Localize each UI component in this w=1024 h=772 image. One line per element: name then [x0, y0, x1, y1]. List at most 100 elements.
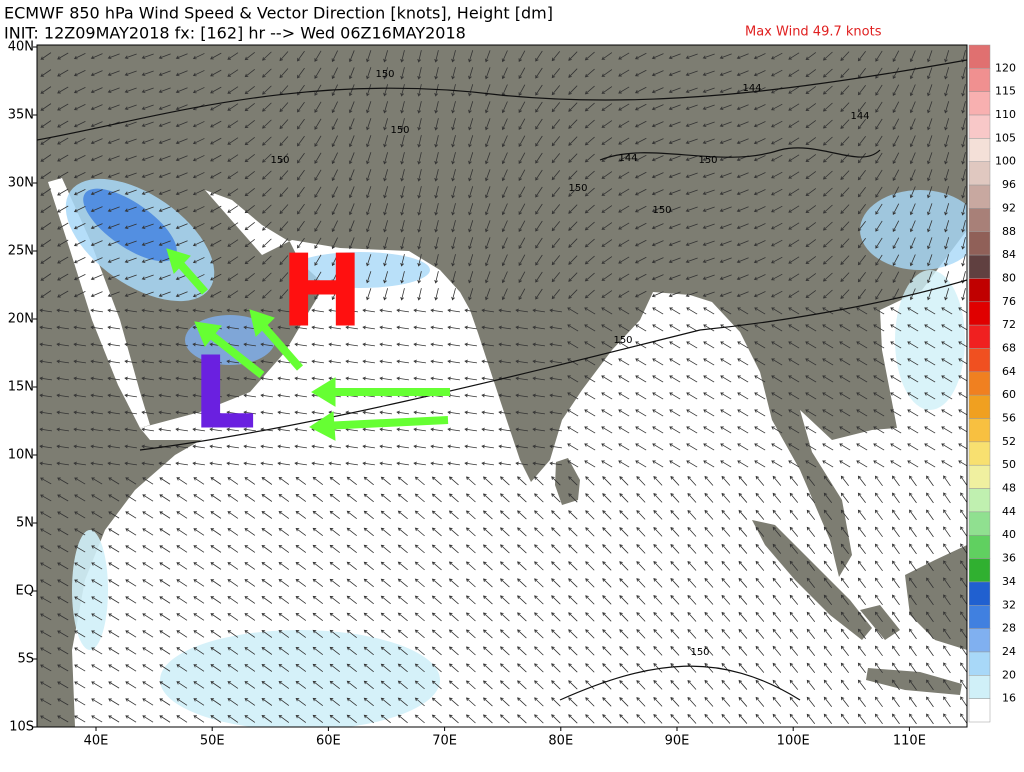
wind-vector: [400, 67, 405, 80]
wind-vector: [961, 84, 966, 97]
wind-vector: [703, 341, 715, 349]
wind-vector: [481, 359, 494, 364]
wind-vector: [840, 221, 850, 231]
wind-vector: [892, 254, 900, 267]
wind-vector: [125, 698, 137, 706]
wind-vector: [944, 288, 950, 301]
wind-vector: [108, 664, 120, 672]
wind-vector: [142, 596, 154, 604]
wind-vector: [124, 427, 137, 432]
wind-vector: [551, 544, 561, 554]
wind-vector: [141, 444, 154, 449]
wind-vector: [124, 461, 137, 466]
wind-vector: [227, 86, 239, 94]
wind-vector: [39, 410, 52, 415]
wind-vector: [125, 528, 137, 536]
wind-vector: [380, 578, 391, 588]
wind-vector: [754, 341, 766, 349]
wind-vector: [584, 426, 596, 434]
wind-vector: [806, 645, 816, 656]
wind-vector: [434, 67, 439, 80]
wind-vector: [822, 153, 833, 163]
wind-vector: [108, 681, 120, 689]
wind-vector: [568, 544, 578, 554]
wind-vector: [227, 137, 239, 145]
wind-vector: [90, 359, 103, 364]
wind-vector: [108, 698, 120, 706]
wind-vector: [414, 680, 425, 690]
wind-vector: [397, 544, 408, 554]
wind-vector: [90, 206, 103, 213]
wind-vector: [924, 460, 936, 468]
wind-vector: [584, 102, 595, 112]
wind-vector: [90, 410, 103, 415]
wind-vector: [670, 697, 680, 707]
wind-vector: [346, 578, 357, 588]
wind-vector: [210, 86, 222, 94]
wind-vector: [772, 560, 782, 571]
wind-vector: [960, 492, 967, 504]
wind-vector: [788, 426, 800, 434]
wind-vector: [125, 613, 137, 621]
wind-vector: [363, 561, 374, 571]
wind-vector: [465, 646, 476, 656]
wind-vector: [704, 679, 714, 690]
wind-vector: [90, 393, 103, 398]
wind-vector: [822, 119, 833, 129]
wind-vector: [56, 410, 69, 415]
wind-vector: [755, 492, 765, 503]
wind-vector: [532, 359, 545, 364]
wind-vector: [91, 698, 103, 706]
wind-vector: [262, 119, 272, 129]
wind-vector: [857, 492, 866, 504]
wind-vector: [601, 290, 613, 298]
wind-vector: [670, 714, 680, 724]
wind-vector: [960, 645, 967, 657]
wind-vector: [345, 325, 358, 330]
wind-vector: [90, 257, 103, 264]
wind-vector: [448, 646, 459, 656]
lat-label: EQ: [16, 584, 34, 599]
wind-vector: [875, 118, 883, 130]
wind-vector: [909, 271, 916, 284]
wind-vector: [823, 492, 833, 503]
wind-vector: [74, 528, 86, 536]
wind-vector: [414, 561, 425, 571]
wind-vector: [721, 560, 731, 571]
wind-vector: [909, 679, 917, 691]
wind-vector: [720, 358, 732, 366]
wind-vector: [924, 358, 936, 366]
wind-vector: [481, 393, 494, 398]
wind-vector: [873, 324, 885, 332]
wind-vector: [685, 121, 698, 128]
wind-vector: [73, 87, 86, 94]
wind-vector: [57, 188, 69, 196]
wind-vector: [651, 291, 664, 298]
wind-vector: [686, 460, 698, 468]
wind-vector: [417, 67, 422, 80]
wind-vector: [366, 237, 372, 250]
wind-vector: [909, 475, 917, 487]
wind-vector: [788, 205, 800, 213]
wind-vector: [244, 698, 256, 706]
wind-vector: [57, 698, 69, 706]
wind-vector: [331, 50, 338, 63]
wind-vector: [209, 461, 222, 466]
wind-vector: [961, 118, 966, 131]
wind-vector: [618, 443, 630, 451]
wind-vector: [890, 324, 902, 332]
wind-vector: [535, 203, 543, 215]
wind-vector: [210, 613, 222, 621]
wind-vector: [788, 460, 800, 468]
wind-vector: [159, 511, 171, 519]
wind-vector: [124, 308, 137, 313]
wind-vector: [789, 509, 799, 520]
wind-vector: [294, 461, 307, 466]
wind-vector: [584, 324, 596, 332]
wind-vector: [396, 325, 409, 330]
wind-vector: [366, 254, 372, 267]
wind-vector: [892, 50, 900, 63]
wind-vector: [210, 239, 222, 247]
wind-vector: [927, 186, 933, 199]
colorbar-label: 100: [995, 155, 1016, 168]
